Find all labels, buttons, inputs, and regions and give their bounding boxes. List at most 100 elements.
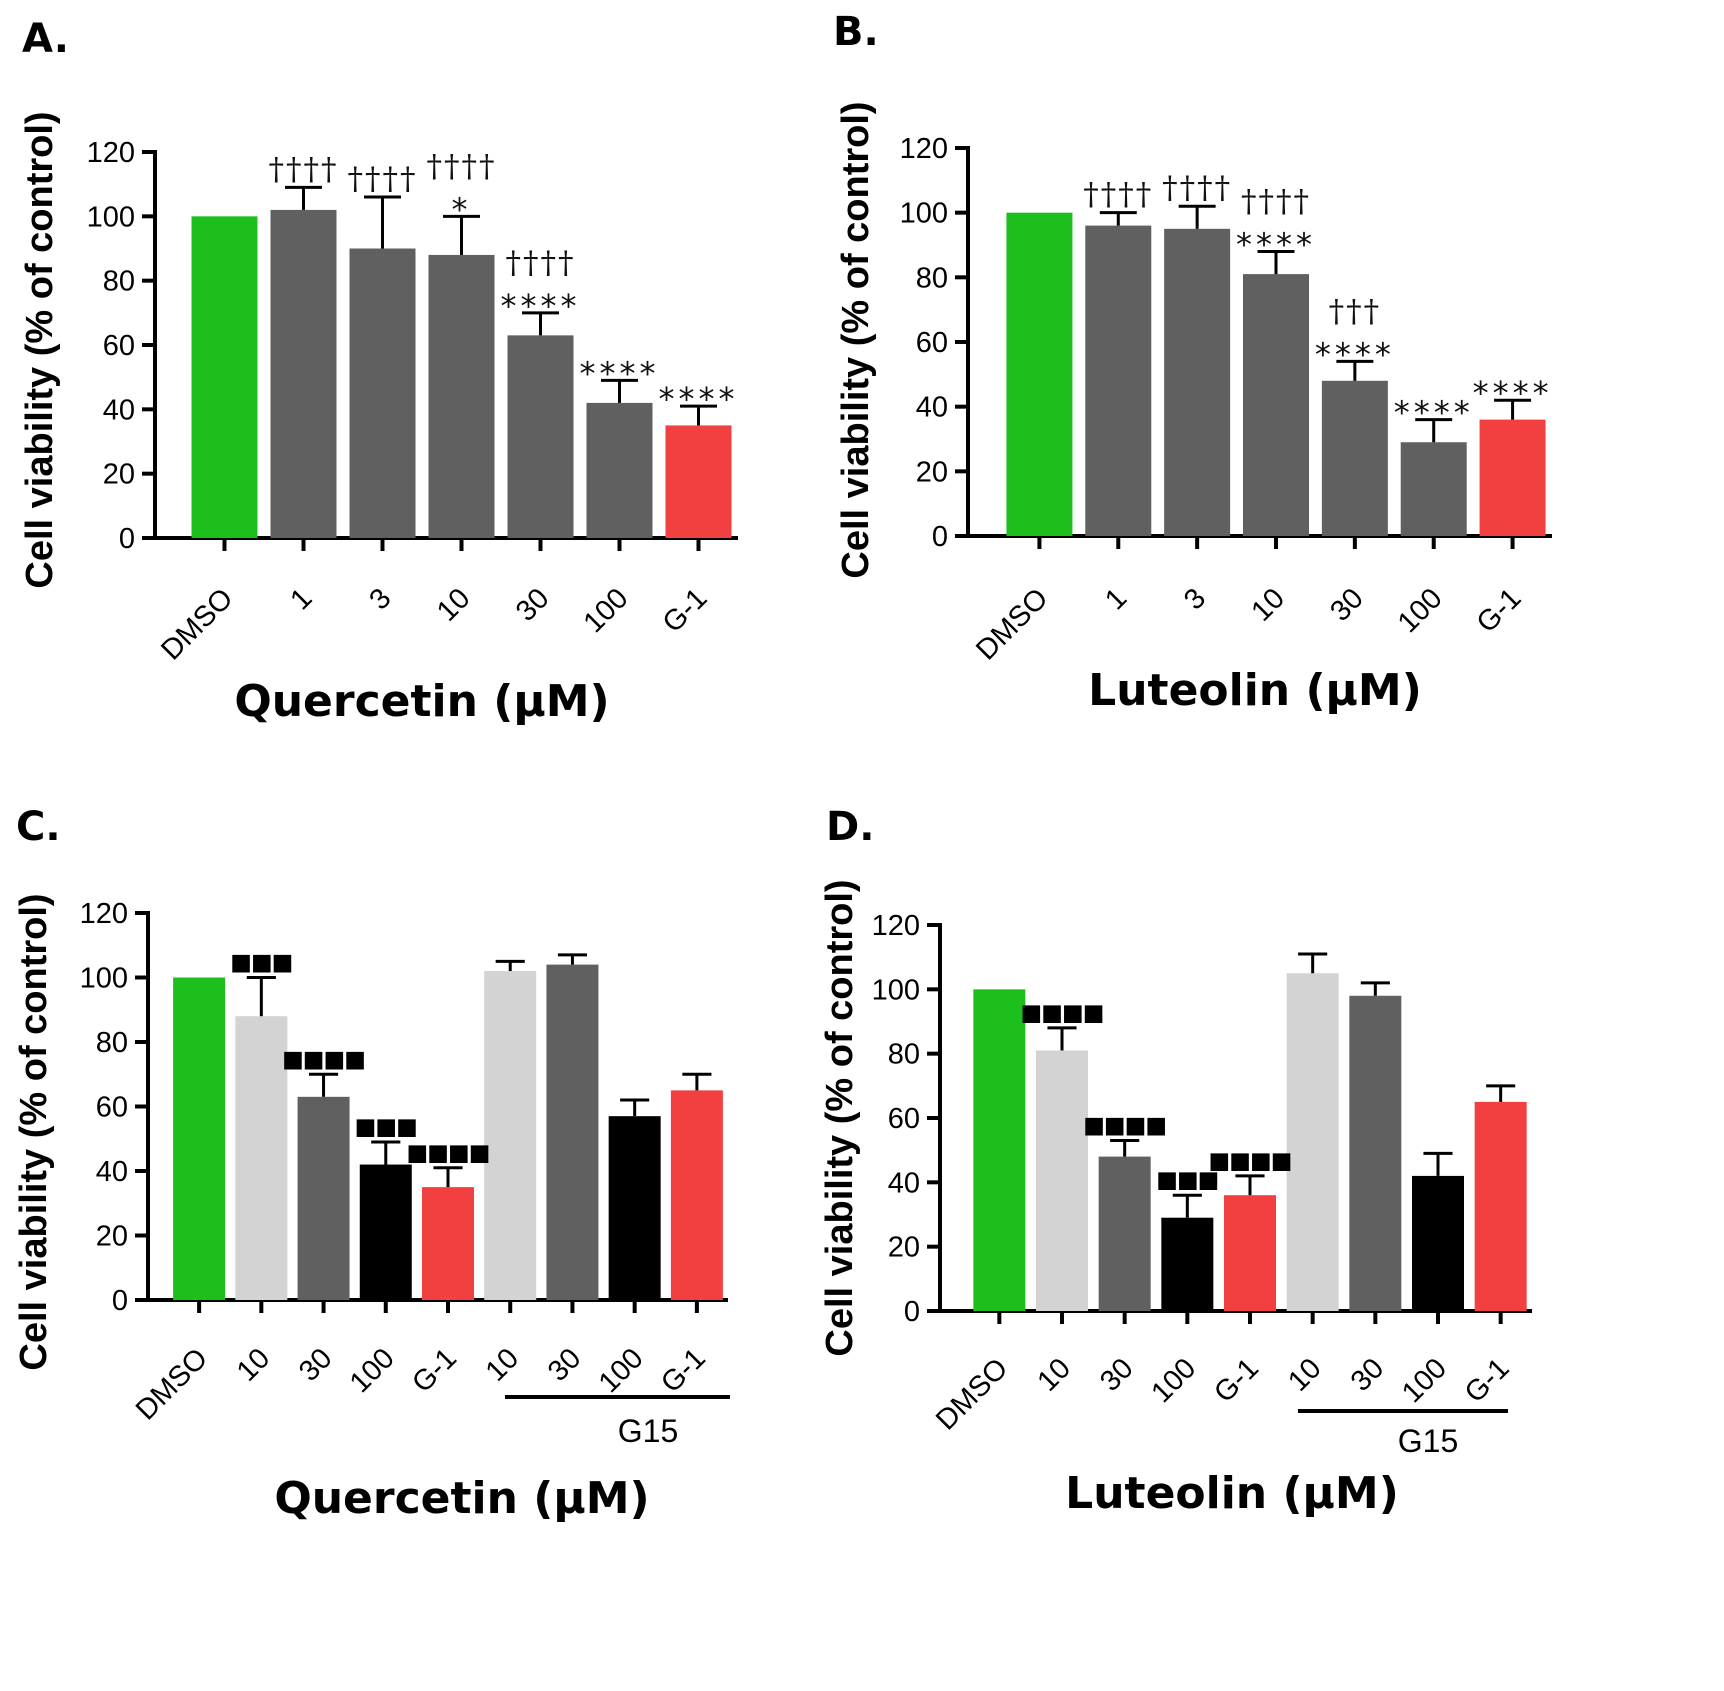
x-tick-label: 10: [431, 582, 476, 627]
x-tick-label: 30: [1094, 1352, 1139, 1397]
significance-label: ****: [1394, 394, 1474, 432]
significance-label: ****: [1236, 225, 1316, 263]
chart-panel-b: B. Cell viability (% of control) Luteolin …: [833, 9, 1553, 716]
y-tick-label: 60: [96, 1092, 128, 1124]
significance-label: ††††: [1162, 170, 1232, 206]
x-tick-label: 100: [1145, 1352, 1202, 1409]
y-tick-label: 100: [87, 201, 135, 233]
y-tick-label: 80: [96, 1027, 128, 1059]
chart-panel-c: C. Cell viability (% of control) Quercetin…: [13, 804, 730, 1524]
bar: [191, 216, 258, 539]
x-tick-label: 10: [480, 1342, 525, 1387]
y-tick-label: 0: [904, 1296, 920, 1328]
chart-panel-d: D. Cell viability (% of control) Luteolin …: [819, 804, 1532, 1519]
x-tick-label: 100: [593, 1342, 650, 1399]
x-tick-label: 10: [1246, 582, 1291, 627]
significance-label: ††††: [1083, 177, 1153, 213]
significance-label: ■■■■: [407, 1140, 490, 1166]
y-tick-label: 120: [80, 898, 128, 930]
bar: [1161, 1217, 1214, 1311]
y-tick-label: 60: [916, 327, 948, 359]
y-tick-label: 80: [103, 266, 135, 298]
bar: [1349, 995, 1402, 1311]
y-axis-title: Cell viability (% of control): [13, 893, 55, 1370]
y-tick-label: 40: [888, 1167, 920, 1199]
y-tick-label: 20: [916, 456, 948, 488]
bar: [507, 335, 574, 538]
x-tick-label: DMSO: [970, 582, 1054, 666]
significance-label: ††††: [506, 245, 576, 281]
bar: [1479, 419, 1546, 536]
bar: [546, 964, 599, 1300]
bar: [586, 402, 653, 538]
bar: [428, 254, 495, 538]
x-tick-label: 10: [1032, 1352, 1077, 1397]
bar: [1036, 1050, 1088, 1311]
y-tick-label: 40: [96, 1156, 128, 1188]
x-tick-label: DMSO: [930, 1352, 1014, 1436]
significance-label: ††††: [427, 148, 497, 184]
bar: [1224, 1195, 1276, 1311]
y-tick-label: 40: [916, 392, 948, 424]
significance-label: ****: [501, 287, 581, 325]
bar: [1243, 274, 1309, 536]
panel-letter: C.: [16, 804, 61, 850]
x-tick-label: 100: [344, 1342, 401, 1399]
x-tick-label: 30: [1345, 1352, 1390, 1397]
y-axis-title: Cell viability (% of control): [819, 879, 861, 1356]
y-tick-label: 80: [916, 262, 948, 294]
x-axis-title: Luteolin (μM): [1088, 665, 1422, 716]
x-tick-label: DMSO: [130, 1342, 214, 1426]
x-tick-label: G-1: [1459, 1352, 1516, 1409]
bar: [484, 971, 537, 1300]
bar: [670, 1090, 723, 1300]
significance-label: ■■■: [1156, 1167, 1218, 1193]
x-tick-label: 30: [542, 1342, 587, 1387]
bar: [1286, 973, 1339, 1311]
x-tick-label: 3: [363, 582, 397, 616]
x-axis-title: Quercetin (μM): [274, 1473, 649, 1524]
bar: [1400, 442, 1467, 536]
y-tick-label: 0: [932, 521, 948, 553]
bar: [608, 1116, 661, 1300]
bar: [270, 209, 337, 538]
significance-label: ††††: [1241, 183, 1311, 219]
x-tick-label: 100: [1396, 1352, 1453, 1409]
x-tick-label: G-1: [1471, 582, 1528, 639]
x-tick-label: DMSO: [155, 582, 239, 666]
y-axis-title: Cell viability (% of control): [835, 101, 877, 578]
x-tick-label: 30: [293, 1342, 338, 1387]
significance-label: ■■■: [355, 1114, 417, 1140]
significance-label: ■■■■: [1021, 1000, 1104, 1026]
y-tick-label: 120: [872, 910, 920, 942]
bar: [297, 1096, 350, 1300]
significance-label: ■■■: [230, 950, 292, 976]
y-tick-label: 60: [103, 330, 135, 362]
x-tick-label: G-1: [657, 582, 714, 639]
bar: [359, 1164, 412, 1300]
bar: [173, 977, 226, 1300]
significance-label: ■■■■: [1209, 1148, 1292, 1174]
x-axis-title: Luteolin (μM): [1065, 1468, 1399, 1519]
significance-label: ****: [1473, 374, 1553, 412]
x-tick-label: 100: [578, 582, 635, 639]
x-tick-label: G-1: [406, 1342, 463, 1399]
significance-label: ****: [580, 354, 660, 392]
significance-label: ■■■■: [1083, 1113, 1166, 1139]
x-axis-title: Quercetin (μM): [234, 676, 609, 727]
bar: [1412, 1175, 1464, 1311]
y-tick-label: 100: [80, 963, 128, 995]
x-tick-label: 10: [231, 1342, 276, 1387]
y-tick-label: 100: [900, 198, 948, 230]
y-tick-label: 20: [96, 1221, 128, 1253]
y-tick-label: 20: [103, 459, 135, 491]
y-tick-label: 0: [112, 1285, 128, 1317]
y-tick-label: 0: [119, 523, 135, 555]
significance-label: ††††: [348, 161, 418, 197]
x-tick-label: 100: [1392, 582, 1449, 639]
bar: [1085, 225, 1152, 536]
bar: [422, 1187, 474, 1300]
x-tick-label: 3: [1178, 582, 1212, 616]
y-tick-label: 100: [872, 974, 920, 1006]
